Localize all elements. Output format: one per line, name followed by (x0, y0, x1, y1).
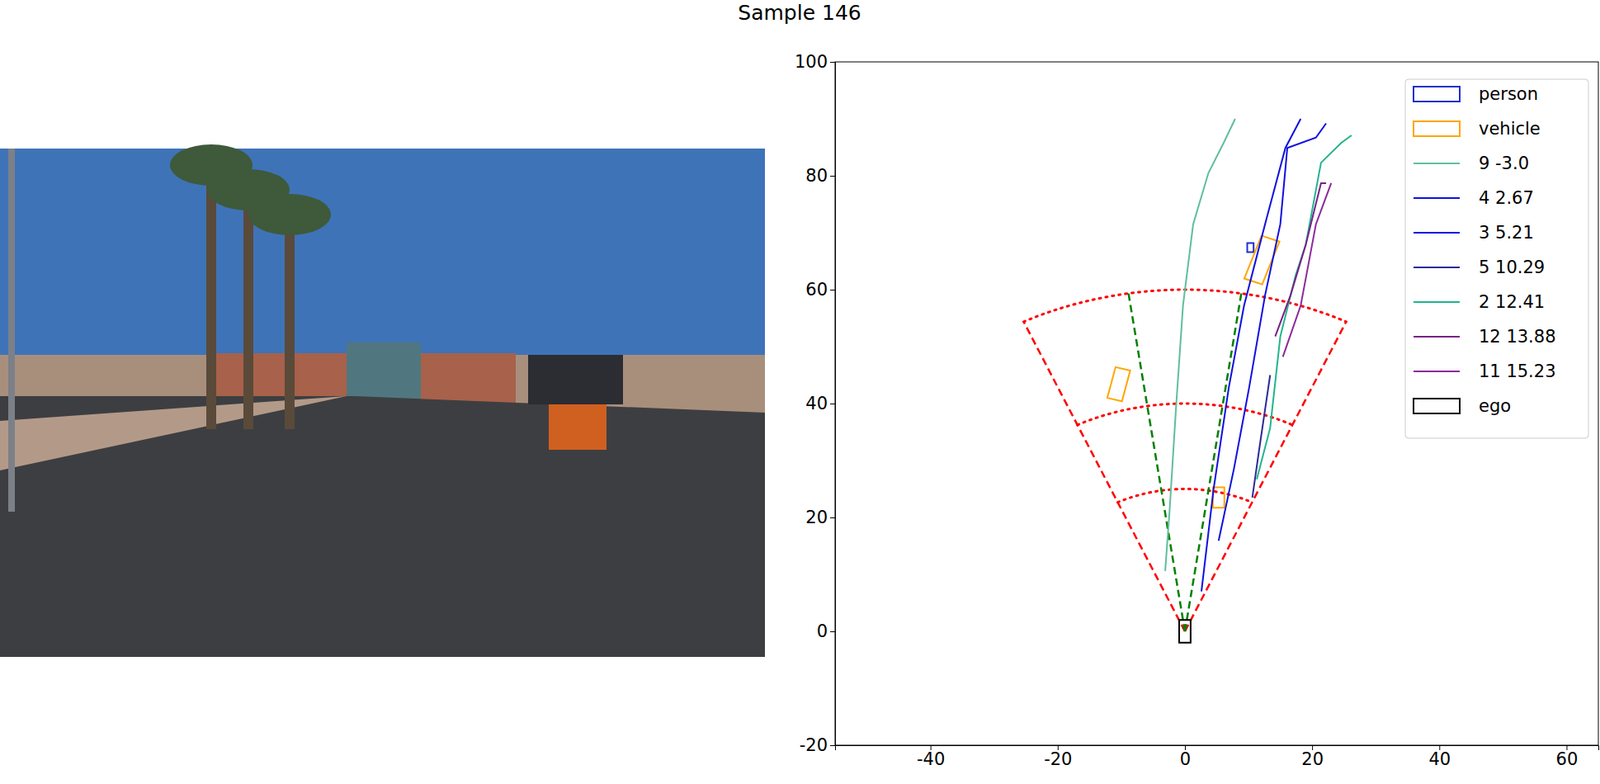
box (1107, 367, 1131, 402)
tick-label: -20 (1043, 749, 1072, 770)
legend-frame (1405, 79, 1589, 439)
trajectory-line (1256, 135, 1352, 480)
tick: -40 (916, 745, 945, 770)
tick-label: 80 (805, 165, 828, 186)
trajectory-line (1283, 183, 1332, 357)
trajectory-line (1165, 118, 1236, 572)
legend-handle (1413, 398, 1460, 414)
tick: 20 (1301, 745, 1324, 770)
camera-image-part (548, 404, 607, 450)
camera-image-part (528, 354, 624, 405)
tick-mark (830, 745, 836, 746)
tick: 40 (805, 393, 836, 414)
camera-image-part (248, 193, 331, 236)
legend-handle (1413, 335, 1460, 338)
tick: 60 (805, 279, 836, 300)
figure: Sample 146 -40 -20 0 20 40 60 -20 0 20 40 60 80 100 pe… (0, 0, 1600, 784)
legend-handle (1413, 86, 1460, 102)
legend-label: ego (1478, 396, 1511, 416)
tick-label: 100 (794, 51, 828, 72)
legend-handle (1413, 266, 1460, 269)
legend-handle (1413, 121, 1460, 137)
box (1212, 486, 1225, 508)
camera-image-part (0, 148, 765, 657)
tick-label: 60 (1556, 749, 1579, 770)
camera-image-part (346, 342, 421, 402)
sector-edge (1023, 321, 1185, 632)
tick-label: -40 (916, 749, 945, 770)
axis-line (835, 745, 1600, 751)
legend-label: 9 -3.0 (1478, 153, 1530, 174)
camera-image-part (0, 354, 765, 657)
trajectory-line (1201, 118, 1301, 592)
plot-frame (835, 61, 1599, 746)
tick-label: 0 (816, 621, 828, 642)
legend-label: 12 13.88 (1478, 326, 1557, 347)
legend-label: 2 12.41 (1478, 292, 1545, 312)
trajectory-line (1218, 123, 1327, 542)
camera-image-part (284, 206, 295, 430)
tick-mark (830, 631, 836, 633)
sector-inner-line (1184, 293, 1242, 632)
legend-handle (1413, 301, 1460, 303)
tick: 60 (1556, 745, 1579, 770)
box (1244, 235, 1280, 285)
tick-label: 40 (805, 393, 828, 414)
tick: 20 (805, 507, 836, 528)
tick-mark (830, 175, 836, 177)
tick-label: 0 (1179, 749, 1191, 770)
box (1247, 242, 1255, 252)
trajectory-line (1274, 183, 1327, 337)
legend-label: 5 10.29 (1478, 257, 1545, 278)
tick-label: -20 (799, 735, 828, 756)
sector-arc (1118, 489, 1253, 503)
tick: -20 (799, 735, 836, 756)
legend-handle (1413, 197, 1460, 199)
tick: 40 (1428, 745, 1451, 770)
tick: 0 (816, 621, 836, 642)
chart-title: Sample 146 (737, 0, 861, 25)
legend-handle (1413, 370, 1460, 373)
legend-handle (1413, 162, 1460, 165)
tick-label: 20 (805, 507, 828, 528)
tick-mark (830, 517, 836, 519)
sector-edge (1184, 321, 1346, 632)
box (1179, 619, 1191, 643)
tick-label: 60 (805, 279, 828, 300)
legend: person vehicle 9 -3.0 4 2.67 3 5.21 5 10.29 2 … (1405, 79, 1589, 439)
legend-label: 3 5.21 (1478, 222, 1534, 243)
legend-label: 11 15.23 (1478, 361, 1557, 382)
tick: 80 (805, 165, 836, 186)
tick-label: 40 (1428, 749, 1451, 770)
sector-arc (1077, 403, 1294, 425)
tick: 100 (794, 51, 836, 72)
legend-handle (1413, 231, 1460, 234)
camera-image (0, 144, 765, 657)
legend-label: vehicle (1478, 118, 1541, 139)
tick: 0 (1179, 745, 1191, 770)
y-axis: -20 0 20 40 60 80 100 (794, 51, 836, 756)
tick-mark (830, 61, 836, 63)
camera-image-part (0, 396, 765, 657)
plot-area (1023, 118, 1351, 643)
tick-mark (830, 403, 836, 405)
legend-label: person (1478, 84, 1539, 104)
tick-label: 20 (1301, 749, 1324, 770)
x-axis: -40 -20 0 20 40 60 (835, 745, 1600, 770)
camera-image-part (8, 148, 15, 512)
legend-label: 4 2.67 (1478, 188, 1534, 208)
sector-inner-line (1128, 293, 1185, 632)
tick-mark (830, 289, 836, 291)
tick: -20 (1043, 745, 1072, 770)
